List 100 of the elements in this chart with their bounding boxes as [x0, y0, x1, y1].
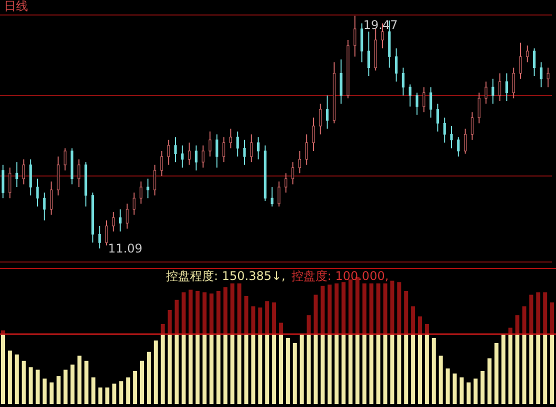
bar [466, 382, 471, 404]
candlestick [154, 164, 156, 196]
candlestick [526, 45, 529, 63]
candlestick [492, 78, 494, 104]
bar [286, 338, 290, 404]
candlestick [174, 136, 177, 163]
candlestick [478, 92, 480, 124]
bar [418, 316, 422, 404]
bar [342, 282, 346, 404]
bar [397, 282, 402, 404]
candlestick [360, 22, 364, 63]
bar [494, 343, 498, 404]
bar [154, 340, 158, 404]
bar [56, 376, 61, 404]
candlestick [505, 72, 508, 102]
bar [550, 302, 554, 404]
candlestick [416, 92, 418, 116]
bar [460, 377, 464, 404]
candlestick [50, 181, 53, 216]
candlestick [422, 86, 426, 113]
candlestick [402, 67, 404, 96]
candlestick [216, 134, 218, 168]
bar [480, 370, 485, 404]
bar [376, 283, 380, 404]
bar [404, 290, 408, 404]
bar [251, 306, 256, 404]
annotation: 11.09 [108, 242, 142, 256]
bar [174, 300, 179, 404]
bar [126, 377, 130, 404]
candlestick [436, 103, 439, 132]
candlestick [257, 136, 260, 160]
bar [230, 283, 234, 404]
candlestick [181, 144, 184, 168]
candlestick [229, 128, 232, 149]
candlestick [326, 94, 329, 130]
candlestick [319, 103, 322, 135]
candlestick [105, 220, 108, 246]
candlestick [292, 162, 294, 185]
bar [196, 290, 200, 404]
candlestick [457, 136, 460, 158]
candlestick [354, 15, 356, 58]
bar [188, 290, 193, 404]
bar [424, 324, 429, 404]
candlestick [78, 158, 80, 188]
bar [438, 356, 443, 404]
bar [216, 290, 220, 404]
bar [119, 381, 124, 404]
annotation: 控盘度: 100.000, [291, 269, 389, 283]
candlestick [194, 144, 198, 171]
bar [369, 283, 374, 404]
candlestick [146, 178, 150, 199]
bar [168, 310, 172, 404]
bar [140, 360, 144, 404]
candlestick [284, 172, 288, 194]
bar [536, 292, 540, 404]
candlestick [160, 150, 163, 176]
bar [22, 360, 26, 404]
bar [70, 364, 74, 404]
candlestick [533, 48, 536, 77]
bar [160, 324, 165, 404]
bar [42, 378, 47, 404]
candlestick [278, 181, 280, 207]
bar [210, 294, 214, 404]
candlestick [208, 131, 212, 158]
candlestick [312, 117, 315, 152]
bar [223, 287, 228, 404]
candlestick [395, 48, 398, 82]
candlestick [367, 31, 370, 77]
bar [28, 367, 33, 404]
bar [112, 384, 116, 404]
candlestick [140, 181, 142, 204]
candlestick [188, 142, 191, 166]
candlestick [36, 178, 39, 207]
candlestick [16, 162, 18, 188]
bar [411, 306, 416, 404]
bar [300, 334, 304, 404]
bar [543, 292, 548, 404]
bar [515, 315, 520, 404]
candlestick [126, 203, 128, 230]
bar [50, 382, 54, 404]
bar [77, 356, 82, 404]
bar [258, 307, 262, 404]
bar [202, 292, 207, 404]
bar [334, 283, 339, 404]
bar [529, 294, 534, 404]
candlestick [43, 192, 46, 221]
bar [348, 280, 352, 404]
bar [314, 294, 318, 404]
bar [292, 343, 297, 404]
bar [1, 330, 5, 404]
bar [488, 358, 492, 404]
candlestick [305, 134, 308, 166]
candlestick [512, 67, 515, 99]
candlestick [202, 144, 204, 168]
candlestick [430, 86, 432, 118]
candlestick [236, 131, 239, 158]
candlestick [270, 186, 274, 207]
bar [182, 292, 186, 404]
candlestick [222, 136, 226, 163]
candlestick [98, 225, 101, 249]
